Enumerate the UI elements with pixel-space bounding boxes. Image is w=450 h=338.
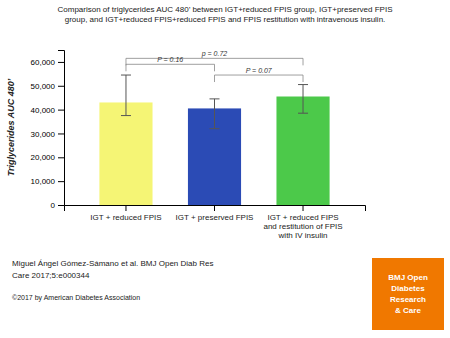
x-tick-mark [125, 205, 126, 211]
y-tick: 20,000 [31, 153, 64, 162]
y-tick-mark [58, 181, 64, 182]
chart: Comparison of triglycerides AUC 480’ bet… [0, 0, 450, 338]
y-tick-label: 60,000 [31, 58, 56, 67]
y-axis-title: Triglycerides AUC 480’ [6, 78, 16, 176]
logo-text-line: BMJ Open [388, 273, 428, 282]
x-tick-label-line: and restitution of FPIS [263, 222, 342, 231]
y-tick-mark [58, 205, 64, 206]
significance-bracket [215, 75, 304, 82]
y-tick-mark [58, 133, 64, 134]
logo-text-line: Diabetes [391, 284, 425, 293]
error-bar [210, 99, 220, 129]
footnote: Care 2017;5:e000344 [12, 271, 90, 280]
y-tick: 40,000 [31, 106, 64, 115]
x-tick-mark [303, 205, 304, 211]
title-line: Comparison of triglycerides AUC 480’ bet… [58, 5, 393, 14]
bar [276, 97, 329, 206]
y-tick: 60,000 [31, 58, 64, 67]
y-axis: 0 10,000 20,000 30,000 40,000 50,000 60,000 [31, 51, 65, 211]
x-tick-label-line: IGT + preserved FPIS [176, 213, 254, 222]
significance-bracket [126, 58, 303, 65]
error-bar-cap [121, 115, 131, 116]
logo-text: BMJ Open Diabetes Research & Care [388, 273, 428, 315]
title-line: group, and IGT+reduced FPIS+reduced FPIS… [65, 15, 386, 24]
error-bar-cap [298, 84, 308, 85]
y-tick: 10,000 [31, 177, 64, 186]
plot-area [99, 58, 329, 205]
significance-label: P = 0.07 [246, 67, 273, 74]
x-tick-label: IGT + preserved FPIS [176, 213, 254, 222]
error-bar [121, 75, 131, 116]
y-tick: 0 [51, 201, 64, 210]
x-tick: IGT + reduced FIPSand restitution of FPI… [263, 205, 342, 240]
x-axis-line [65, 206, 366, 212]
x-tick: IGT + preserved FPIS [176, 205, 254, 222]
logo-box [372, 258, 444, 330]
y-tick-mark [58, 62, 64, 63]
y-tick-label: 20,000 [31, 153, 56, 162]
y-tick-mark [58, 157, 64, 158]
logo-text-line: & Care [395, 306, 421, 315]
y-tick-mark [58, 86, 64, 87]
y-tick-label: 0 [51, 201, 56, 210]
x-tick: IGT + reduced FPIS [90, 205, 161, 222]
footnote: Miguel Ángel Gómez-Sámano et al. BMJ Ope… [12, 259, 213, 268]
y-tick: 50,000 [31, 82, 64, 91]
significance-label: P = 0.16 [157, 56, 183, 63]
x-axis: IGT + reduced FPIS IGT + preserved FPIS IG… [65, 205, 366, 240]
x-tick-label-line: IGT + reduced FIPS [267, 213, 338, 222]
x-tick-label: IGT + reduced FPIS [90, 213, 161, 222]
error-bar-cap [210, 98, 220, 99]
x-tick-label-line: with IV insulin [278, 231, 328, 240]
logo-text-line: Research [390, 295, 426, 304]
error-bar-line [125, 75, 126, 116]
footnote: ©2017 by American Diabetes Association [12, 294, 140, 302]
error-bar-line [303, 85, 304, 114]
error-bar-cap [210, 128, 220, 129]
y-tick: 30,000 [31, 130, 64, 139]
y-tick-label: 10,000 [31, 177, 56, 186]
error-bar-cap [121, 75, 131, 76]
y-tick-mark [58, 110, 64, 111]
title: Comparison of triglycerides AUC 480’ bet… [58, 5, 393, 24]
error-bar [298, 85, 308, 114]
y-tick-label: 50,000 [31, 82, 56, 91]
x-tick-label-line: IGT + reduced FPIS [90, 213, 161, 222]
x-tick-label: IGT + reduced FIPSand restitution of FPI… [263, 213, 342, 240]
y-tick-label: 40,000 [31, 106, 56, 115]
error-bar-line [214, 99, 215, 129]
x-tick-mark [214, 205, 215, 211]
significance-bracket [126, 64, 215, 71]
bar [99, 102, 152, 205]
y-axis-line [58, 51, 65, 206]
error-bar-cap [298, 113, 308, 114]
significance-label: p = 0.72 [201, 50, 228, 58]
y-tick-label: 30,000 [31, 130, 56, 139]
